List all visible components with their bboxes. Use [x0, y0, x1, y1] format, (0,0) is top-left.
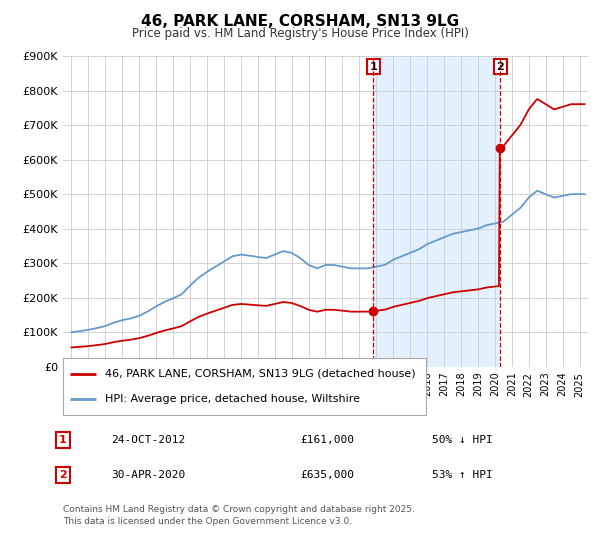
Text: 30-APR-2020: 30-APR-2020 [111, 470, 185, 480]
Text: HPI: Average price, detached house, Wiltshire: HPI: Average price, detached house, Wilt… [105, 394, 360, 404]
Bar [373, 56, 500, 367]
Text: 53% ↑ HPI: 53% ↑ HPI [432, 470, 493, 480]
Text: Price paid vs. HM Land Registry's House Price Index (HPI): Price paid vs. HM Land Registry's House … [131, 27, 469, 40]
Text: 2: 2 [497, 62, 505, 72]
Text: 50% ↓ HPI: 50% ↓ HPI [432, 435, 493, 445]
Text: 2: 2 [59, 470, 67, 480]
Text: £161,000: £161,000 [300, 435, 354, 445]
Text: 46, PARK LANE, CORSHAM, SN13 9LG: 46, PARK LANE, CORSHAM, SN13 9LG [141, 14, 459, 29]
Text: £635,000: £635,000 [300, 470, 354, 480]
Text: 1: 1 [370, 62, 377, 72]
Text: 46, PARK LANE, CORSHAM, SN13 9LG (detached house): 46, PARK LANE, CORSHAM, SN13 9LG (detach… [105, 369, 415, 379]
Text: Contains HM Land Registry data © Crown copyright and database right 2025.
This d: Contains HM Land Registry data © Crown c… [63, 505, 415, 526]
Text: 24-OCT-2012: 24-OCT-2012 [111, 435, 185, 445]
Text: 1: 1 [59, 435, 67, 445]
